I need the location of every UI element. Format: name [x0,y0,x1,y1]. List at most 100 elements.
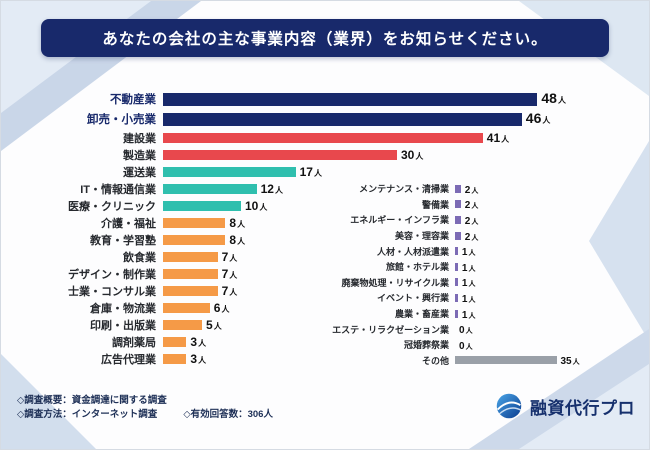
bar-label: 農業・畜産業 [394,309,449,320]
bar-value: 17人 [299,164,322,179]
bar-row: 建設業 41人 [15,129,639,146]
bar-label: 警備業 [421,199,449,210]
bar-label: 士業・コンサル業 [68,285,156,298]
bar [455,356,557,365]
bar [163,92,538,106]
bar-row: 調剤薬局 3人 [15,333,639,350]
bar-label: 卸売・小売業 [87,114,156,126]
brand-name: 融資代行プロ [530,398,635,418]
bar-row: 印刷・出版業 5人 [15,316,639,333]
bar [163,234,226,245]
bar-row: 広告代理業 3人 [15,350,639,367]
bar-row: エネルギー・インフラ業 2人 [303,212,647,228]
bar [163,268,218,279]
bar-label: 建設業 [123,132,156,145]
bar-row: IT・情報通信業 12人 [15,180,639,197]
bar-row: 士業・コンサル業 7人 [15,282,639,299]
bar-value: 5人 [206,317,222,332]
chart-title: あなたの会社の主な事業内容（業界）をお知らせください。 [41,19,609,57]
bar-row: イベント・興行業 1人 [303,290,647,306]
bar-value: 3人 [190,351,207,366]
bar-value: 2人 [464,200,479,212]
bar-value: 2人 [464,215,479,227]
bar-row: 冠婚葬祭業 0人 [303,337,647,353]
bar-value: 7人 [221,249,238,264]
bar [455,247,458,256]
bar-value: 12人 [260,181,283,196]
bar-label: 不動産業 [110,94,156,106]
bar-value: 1人 [461,247,476,259]
bar [163,132,483,143]
bar-value: 46人 [525,110,551,126]
bar [163,149,397,160]
bar-value: 7人 [221,266,238,281]
bar-value: 8人 [229,215,246,230]
bar-value: 41人 [486,130,510,145]
bar [455,309,458,318]
bar-row: 運送業 17人 [15,163,639,180]
bar [163,166,296,177]
bar-value: 7人 [221,283,238,298]
bar-value: 0人 [459,325,473,337]
bar-row: 廃棄物処理・リサイクル業 1人 [303,275,647,291]
bar-label: エステ・リラクゼーション業 [332,324,449,335]
bar-row: 農業・畜産業 1人 [303,306,647,322]
bar-row: 製造業 30人 [15,146,639,163]
bar-row: 人材・人材派遣業 1人 [303,243,647,259]
bar-row: 飲食業 7人 [15,248,639,265]
bar [163,319,202,330]
bar-row: 美容・理容業 2人 [303,228,647,244]
bar-value: 1人 [461,293,476,305]
bar-label: 冠婚葬祭業 [403,340,449,351]
bar-label: メンテナンス・清掃業 [359,184,449,195]
left-bar-column: 不動産業 48人 卸売・小売業 46人 建設業 41人 製造業 30人 運送業 17人 IT・情報通… [15,89,639,367]
bar-label: 医療・クリニック [68,200,156,213]
bar [455,231,461,240]
bar-value: 2人 [464,184,479,196]
bar-label: 広告代理業 [101,353,156,366]
bar [163,112,522,126]
bar [163,183,257,194]
bar [455,293,458,302]
bar-label: 介護・福祉 [101,217,156,230]
bar [455,278,458,287]
bar [163,217,226,228]
bar [163,302,210,313]
bar-row: エステ・リラクゼーション業 0人 [303,321,647,337]
bar-label: エネルギー・インフラ業 [350,215,449,226]
bar [455,184,461,193]
bar-row: 旅館・ホテル業 1人 [303,259,647,275]
bar-row: メンテナンス・清掃業 2人 [303,181,647,197]
bar-label: 旅館・ホテル業 [385,262,449,273]
bar-value: 10人 [245,198,268,213]
bar [163,285,218,296]
survey-note-method: ◇調査方法：インターネット調査 [17,409,158,420]
survey-notes: ◇調査概要：資金調達に関する調査 ◇調査方法：インターネット調査 ◇有効回答数：… [17,394,273,422]
bar-label: 教育・学習塾 [90,234,156,247]
bar-label: 倉庫・物流業 [90,302,156,315]
bar [455,215,461,224]
bar [163,353,187,364]
bar-value: 1人 [461,262,476,274]
bar-label: 調剤薬局 [112,336,156,349]
bar-value: 3人 [190,334,207,349]
bar [163,336,187,347]
bar [455,262,458,271]
bar-label: 運送業 [123,166,156,179]
bar [163,200,241,211]
bar-value: 0人 [459,340,473,352]
brand-logo: 融資代行プロ [495,392,635,420]
bar-value: 30人 [401,147,424,162]
bar-label: IT・情報通信業 [80,183,156,196]
bar-value: 35人 [560,356,580,368]
bar-value: 6人 [213,300,230,315]
bar-row: デザイン・制作業 7人 [15,265,639,282]
bar-label: 美容・理容業 [394,231,449,242]
globe-icon [496,393,522,419]
bar-value: 1人 [461,309,476,321]
bar-label: デザイン・制作業 [68,268,156,281]
bar-label: イベント・興行業 [376,293,449,304]
bar-value: 48人 [541,90,566,106]
survey-note-responses: ◇有効回答数：306人 [183,409,273,420]
